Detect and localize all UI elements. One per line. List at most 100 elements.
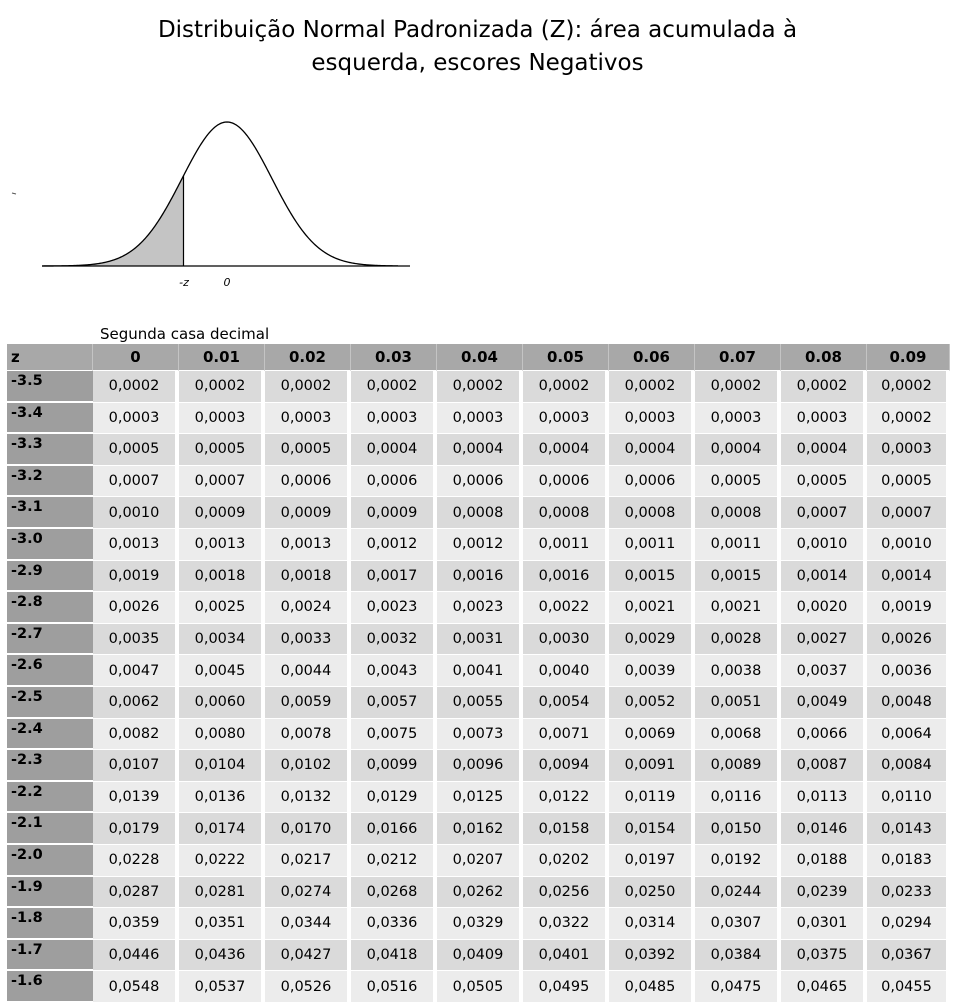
table-cell: 0,0051 [695, 686, 781, 719]
table-row: -1.9 0,0287 0,0281 0,0274 0,0268 0,0262 0,0256… [7, 876, 950, 909]
table-cell: 0,0329 [437, 908, 523, 940]
table-cell: 0,0033 [265, 623, 351, 656]
table-cell: 0,0044 [265, 655, 351, 687]
table-cell: 0,0031 [437, 623, 523, 656]
title-line-1: Distribuição Normal Padronizada (Z): áre… [157, 17, 798, 43]
table-cell: 0,0010 [867, 528, 950, 561]
table-cell: 0,0192 [695, 844, 781, 877]
header-row: z 0 0.01 0.02 0.03 0.04 0.05 0.06 0.07 0.08 0.09 [7, 344, 950, 371]
column-header: 0.03 [351, 344, 437, 371]
table-row: -2.7 0,0035 0,0034 0,0033 0,0032 0,0031 0,0030… [7, 623, 950, 656]
table-cell: 0,0021 [695, 592, 781, 624]
table-cell: 0,0075 [351, 718, 437, 751]
table-row: -2.3 0,0107 0,0104 0,0102 0,0099 0,0096 0,0094… [7, 750, 950, 782]
row-z-label: -1.9 [7, 876, 93, 909]
table-cell: 0,0013 [93, 528, 179, 561]
row-z-label: -3.3 [7, 434, 93, 466]
table-row: -1.8 0,0359 0,0351 0,0344 0,0336 0,0329 0,0322… [7, 908, 950, 940]
row-z-label: -3.4 [7, 402, 93, 435]
table-cell: 0,0002 [93, 371, 179, 403]
table-cell: 0,0066 [781, 718, 867, 751]
table-cell: 0,0029 [609, 623, 695, 656]
table-cell: 0,0011 [609, 528, 695, 561]
table-cell: 0,0003 [437, 402, 523, 435]
table-cell: 0,0014 [867, 560, 950, 593]
table-cell: 0,0006 [351, 465, 437, 498]
table-cell: 0,0166 [351, 813, 437, 845]
row-z-label: -1.7 [7, 939, 93, 972]
column-header: 0.01 [179, 344, 265, 371]
table-cell: 0,0104 [179, 750, 265, 782]
table-cell: 0,0030 [523, 623, 609, 656]
table-cell: 0,0037 [781, 655, 867, 687]
table-cell: 0,0064 [867, 718, 950, 751]
row-z-label: -2.0 [7, 844, 93, 877]
row-z-label: -2.1 [7, 813, 93, 845]
table-cell: 0,0006 [265, 465, 351, 498]
table-cell: 0,0188 [781, 844, 867, 877]
left-tail-shaded-area [42, 175, 184, 266]
table-cell: 0,0003 [523, 402, 609, 435]
table-cell: 0,0409 [437, 939, 523, 972]
table-cell: 0,0009 [265, 497, 351, 529]
title-line-2: esquerda, escores Negativos [311, 50, 644, 76]
table-cell: 0,0002 [437, 371, 523, 403]
table-cell: 0,0009 [351, 497, 437, 529]
table-cell: 0,0013 [265, 528, 351, 561]
table-cell: 0,0002 [523, 371, 609, 403]
table-cell: 0,0314 [609, 908, 695, 940]
table-cell: 0,0012 [437, 528, 523, 561]
table-cell: 0,0054 [523, 686, 609, 719]
table-cell: 0,0146 [781, 813, 867, 845]
table-cell: 0,0038 [695, 655, 781, 687]
table-cell: 0,0485 [609, 971, 695, 1003]
table-cell: 0,0005 [695, 465, 781, 498]
row-z-label: -3.0 [7, 528, 93, 561]
table-cell: 0,0256 [523, 876, 609, 909]
table-cell: 0,0526 [265, 971, 351, 1003]
table-cell: 0,0015 [695, 560, 781, 593]
table-cell: 0,0011 [523, 528, 609, 561]
table-cell: 0,0384 [695, 939, 781, 972]
table-cell: 0,0446 [93, 939, 179, 972]
column-header: 0 [93, 344, 179, 371]
table-cell: 0,0094 [523, 750, 609, 782]
table-cell: 0,0154 [609, 813, 695, 845]
table-cell: 0,0002 [351, 371, 437, 403]
table-cell: 0,0162 [437, 813, 523, 845]
table-cell: 0,0060 [179, 686, 265, 719]
table-row: -2.4 0,0082 0,0080 0,0078 0,0075 0,0073 0,0071… [7, 718, 950, 751]
table-cell: 0,0003 [867, 434, 950, 466]
table-cell: 0,0026 [867, 623, 950, 656]
row-z-label: -2.9 [7, 560, 93, 593]
table-cell: 0,0005 [265, 434, 351, 466]
table-cell: 0,0052 [609, 686, 695, 719]
table-cell: 0,0004 [437, 434, 523, 466]
table-cell: 0,0045 [179, 655, 265, 687]
table-cell: 0,0495 [523, 971, 609, 1003]
table-cell: 0,0049 [781, 686, 867, 719]
table-cell: 0,0012 [351, 528, 437, 561]
table-cell: 0,0021 [609, 592, 695, 624]
table-cell: 0,0002 [265, 371, 351, 403]
table-cell: 0,0418 [351, 939, 437, 972]
table-cell: 0,0068 [695, 718, 781, 751]
table-row: -3.5 0,0002 0,0002 0,0002 0,0002 0,0002 0,0002… [7, 371, 950, 403]
table-cell: 0,0301 [781, 908, 867, 940]
table-cell: 0,0107 [93, 750, 179, 782]
table-row: -2.2 0,0139 0,0136 0,0132 0,0129 0,0125 0,0122… [7, 781, 950, 814]
table-cell: 0,0228 [93, 844, 179, 877]
table-cell: 0,0202 [523, 844, 609, 877]
table-cell: 0,0057 [351, 686, 437, 719]
table-cell: 0,0089 [695, 750, 781, 782]
table-cell: 0,0007 [93, 465, 179, 498]
table-cell: 0,0025 [179, 592, 265, 624]
table-cell: 0,0344 [265, 908, 351, 940]
table-cell: 0,0013 [179, 528, 265, 561]
table-cell: 0,0005 [867, 465, 950, 498]
table-cell: 0,0084 [867, 750, 950, 782]
table-cell: 0,0359 [93, 908, 179, 940]
table-cell: 0,0016 [523, 560, 609, 593]
table-cell: 0,0059 [265, 686, 351, 719]
table-cell: 0,0004 [695, 434, 781, 466]
